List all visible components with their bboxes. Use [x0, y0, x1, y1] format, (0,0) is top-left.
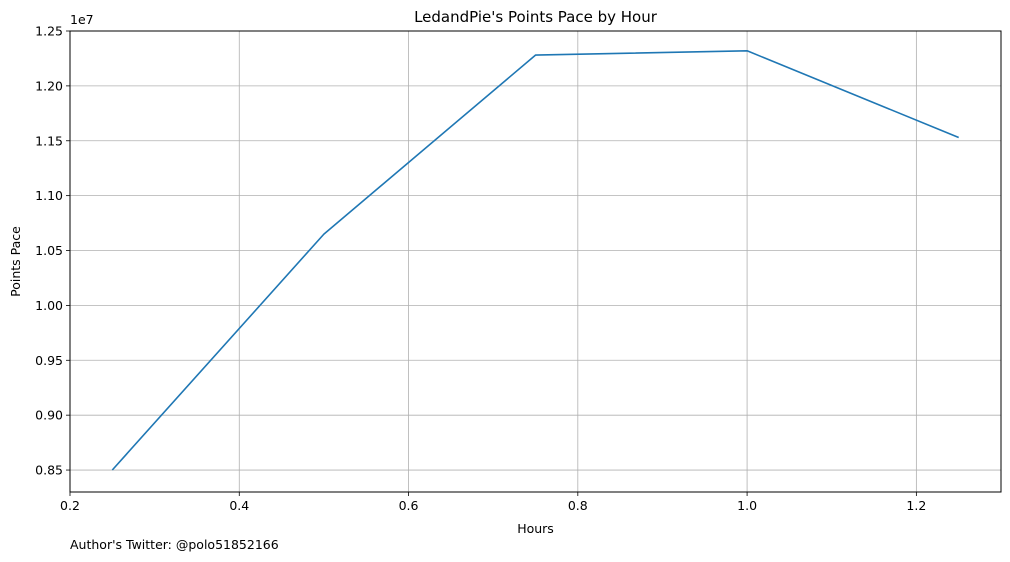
y-tick-label: 1.15 — [35, 133, 63, 148]
chart-title: LedandPie's Points Pace by Hour — [414, 8, 658, 26]
author-twitter-credit: Author's Twitter: @polo51852166 — [70, 537, 279, 552]
y-tick-label: 1.20 — [35, 78, 63, 93]
y-tick-label: 1.05 — [35, 243, 63, 258]
x-tick-label: 0.6 — [399, 498, 419, 513]
y-axis-title: Points Pace — [8, 226, 23, 297]
y-tick-label: 0.85 — [35, 463, 63, 478]
series-layer — [111, 49, 960, 471]
y-axis-ticks: 0.85 0.90 0.95 1.00 1.05 1.10 1.15 1.20 1.25 — [35, 24, 70, 478]
x-tick-label: 0.2 — [60, 498, 80, 513]
y-tick-label: 1.00 — [35, 298, 63, 313]
x-tick-label: 0.8 — [568, 498, 588, 513]
series-line — [111, 49, 960, 471]
y-tick-label: 1.10 — [35, 188, 63, 203]
y-tick-label: 0.95 — [35, 353, 63, 368]
plot-frame — [69, 30, 1002, 493]
grid-lines — [69, 30, 1001, 492]
x-tick-label: 0.4 — [229, 498, 249, 513]
y-tick-label: 1.25 — [35, 24, 63, 39]
x-axis-ticks: 0.2 0.4 0.6 0.8 1.0 1.2 — [60, 492, 926, 513]
y-axis-offset-label: 1e7 — [70, 12, 94, 27]
x-tick-label: 1.0 — [737, 498, 757, 513]
x-axis-title: Hours — [517, 521, 554, 536]
y-tick-label: 0.90 — [35, 408, 63, 423]
x-tick-label: 1.2 — [906, 498, 926, 513]
